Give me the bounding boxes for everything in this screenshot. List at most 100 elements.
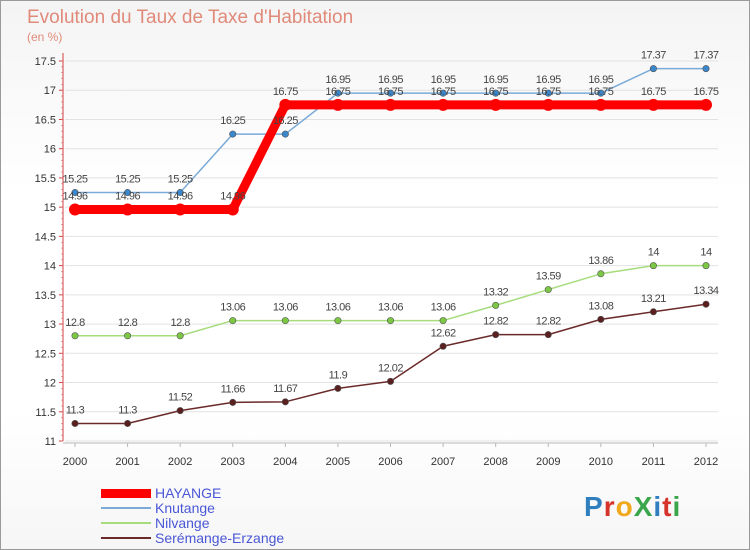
y-tick-label: 17 <box>44 85 56 97</box>
data-point <box>437 98 450 111</box>
legend-label: Serémange-Erzange <box>155 530 285 546</box>
x-tick-label: 2005 <box>326 456 350 468</box>
data-label: 12.62 <box>431 327 456 339</box>
data-label: 15.25 <box>115 174 140 186</box>
data-label: 16.95 <box>536 74 561 86</box>
y-tick-label: 16 <box>44 144 56 156</box>
data-label: 12.8 <box>170 317 190 329</box>
data-label: 13.34 <box>693 285 718 297</box>
data-point <box>386 317 394 325</box>
x-tick-label: 2004 <box>273 456 297 468</box>
data-point <box>649 65 657 73</box>
data-label: 13.86 <box>588 255 613 267</box>
data-point <box>124 332 132 340</box>
legend-item: Serémange-Erzange <box>101 530 461 546</box>
legend-swatch <box>101 537 151 539</box>
y-tick-label: 15.5 <box>35 173 56 185</box>
data-point <box>334 384 342 392</box>
logo-letter: X <box>633 491 654 522</box>
data-point <box>647 98 660 111</box>
x-tick-label: 2006 <box>378 456 402 468</box>
data-point <box>489 98 502 111</box>
data-point <box>649 308 657 316</box>
data-point <box>176 189 184 197</box>
data-point <box>702 300 710 308</box>
data-label: 16.75 <box>431 86 456 98</box>
x-tick-label: 2000 <box>63 456 87 468</box>
axes: 11 11.5 12 12.5 13 13.5 14 14.5 15 15.5 16 16.5 17 17… <box>35 53 718 468</box>
legend-label: Knutange <box>155 500 215 516</box>
data-label: 16.95 <box>325 74 350 86</box>
data-label: 12.8 <box>65 317 85 329</box>
data-point <box>439 317 447 325</box>
data-label: 16.75 <box>641 86 666 98</box>
data-point <box>649 262 657 270</box>
data-point <box>281 130 289 138</box>
x-tick-label: 2011 <box>642 456 666 468</box>
data-point <box>597 270 605 278</box>
data-label: 16.95 <box>588 74 613 86</box>
data-point <box>229 130 237 138</box>
data-label: 13.06 <box>378 302 403 314</box>
legend: HAYANGE Knutange Nilvange Serémange-Erzange <box>101 485 461 548</box>
data-label: 14.96 <box>115 190 140 202</box>
legend-swatch <box>101 507 151 509</box>
data-point <box>334 89 342 97</box>
data-label: 16.75 <box>378 86 403 98</box>
data-label: 16.25 <box>273 115 298 127</box>
data-point <box>121 203 134 216</box>
legend-item: Knutange <box>101 500 461 516</box>
data-point <box>439 89 447 97</box>
data-label: 14 <box>700 247 712 259</box>
legend-label: HAYANGE <box>155 485 222 501</box>
data-point <box>386 89 394 97</box>
data-point <box>334 317 342 325</box>
data-label: 15.25 <box>168 174 193 186</box>
x-tick-label: 2010 <box>589 456 613 468</box>
logo-letter: i <box>672 491 682 522</box>
data-point <box>700 98 712 111</box>
data-point <box>544 331 552 339</box>
logo-letter: r <box>603 491 616 522</box>
data-point <box>439 342 447 350</box>
x-tick-label: 2009 <box>536 456 560 468</box>
data-label: 13.06 <box>325 302 350 314</box>
data-label: 14 <box>648 247 660 259</box>
logo-letter: i <box>653 491 663 522</box>
legend-item: HAYANGE <box>101 485 461 501</box>
data-labels: 14.96 14.96 14.96 14.96 16.75 16.75 16.75 16.75… <box>62 50 719 417</box>
x-tick-label: 2007 <box>431 456 455 468</box>
y-tick-label: 13 <box>44 319 56 331</box>
data-label: 17.37 <box>641 50 666 62</box>
data-point <box>226 203 239 216</box>
data-point <box>702 65 710 73</box>
data-point <box>176 332 184 340</box>
data-point <box>281 317 289 325</box>
legend-label: Nilvange <box>155 515 210 531</box>
data-label: 13.06 <box>220 302 245 314</box>
data-label: 12.02 <box>378 362 403 374</box>
logo-letter: o <box>615 491 634 522</box>
data-point <box>544 286 552 294</box>
data-point <box>281 398 289 406</box>
legend-swatch <box>101 488 151 498</box>
data-label: 12.82 <box>483 316 508 328</box>
proxiti-logo: ProXiti <box>584 491 681 523</box>
data-label: 11.3 <box>66 404 85 416</box>
series-group <box>69 65 712 427</box>
data-label: 12.82 <box>536 316 561 328</box>
data-label: 13.59 <box>536 271 561 283</box>
y-tick-label: 16.5 <box>35 114 56 126</box>
x-tick-label: 2003 <box>221 456 245 468</box>
data-label: 16.95 <box>431 74 456 86</box>
data-point <box>174 203 187 216</box>
y-tick-label: 15 <box>44 202 56 214</box>
data-label: 16.95 <box>378 74 403 86</box>
data-point <box>71 332 79 340</box>
data-label: 13.08 <box>588 300 613 312</box>
legend-item: Nilvange <box>101 515 461 531</box>
y-tick-label: 13.5 <box>35 290 56 302</box>
data-point <box>597 89 605 97</box>
chart-subtitle: (en %) <box>27 30 63 44</box>
data-point <box>386 377 394 385</box>
